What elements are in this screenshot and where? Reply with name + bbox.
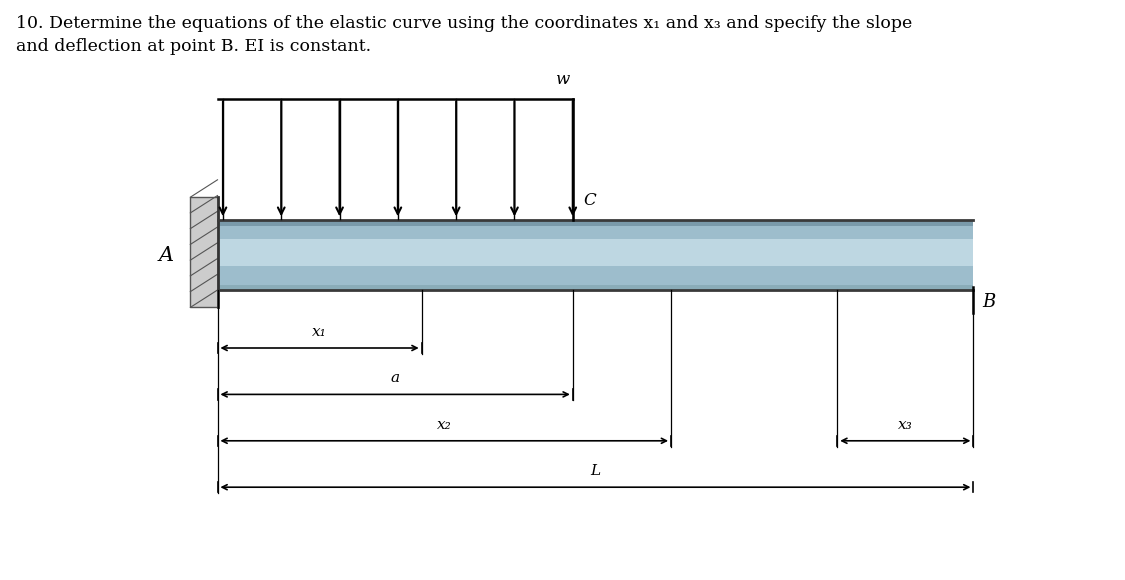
- Text: x₁: x₁: [312, 325, 327, 339]
- Bar: [217, 220, 973, 226]
- Text: B: B: [982, 292, 996, 311]
- Text: 10. Determine the equations of the elastic curve using the coordinates x₁ and x₃: 10. Determine the equations of the elast…: [17, 14, 912, 31]
- Text: L: L: [591, 464, 601, 478]
- Bar: [217, 220, 973, 290]
- Text: x₂: x₂: [436, 418, 451, 432]
- Bar: [190, 197, 217, 307]
- Text: and deflection at point B. EI is constant.: and deflection at point B. EI is constan…: [17, 38, 371, 55]
- Text: x₃: x₃: [898, 418, 912, 432]
- Bar: [217, 239, 973, 266]
- Text: A: A: [159, 246, 174, 264]
- Bar: [217, 285, 973, 290]
- Text: w: w: [555, 71, 569, 88]
- Text: C: C: [584, 191, 596, 209]
- Text: a: a: [390, 371, 399, 385]
